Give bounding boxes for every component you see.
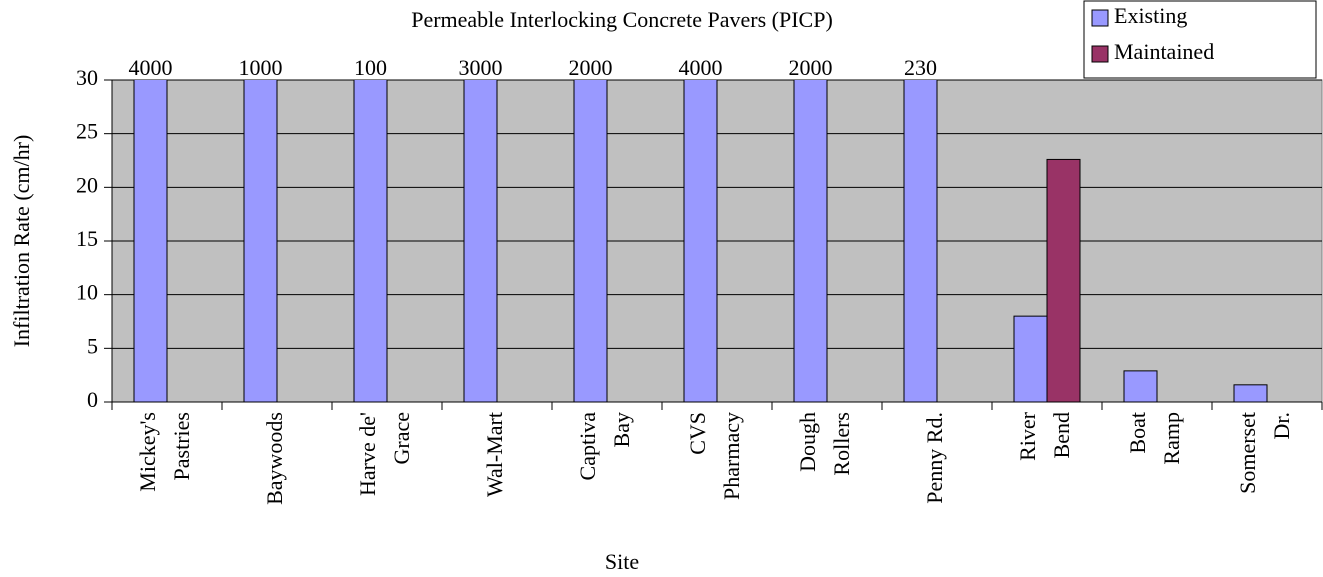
bar [243, 80, 278, 402]
y-tick-label: 15 [76, 226, 98, 251]
bar [1123, 370, 1158, 402]
x-tick-label: Dough Rollers [795, 412, 854, 476]
y-tick-label: 0 [87, 387, 98, 412]
y-tick-label: 25 [76, 119, 98, 144]
x-tick-label: Captiva Bay [575, 412, 634, 481]
x-tick-label-line: Captiva [575, 412, 600, 481]
x-tick-label-line: Harve de' [355, 412, 380, 496]
legend-label: Existing [1114, 3, 1187, 28]
bar [133, 80, 168, 402]
value-label: 230 [904, 55, 937, 80]
x-tick-label-line: River [1015, 411, 1040, 461]
bar [793, 80, 828, 402]
bar [463, 80, 498, 402]
y-tick-label: 5 [87, 333, 98, 358]
y-tick-label: 20 [76, 172, 98, 197]
x-tick-label: Somerset Dr. [1235, 412, 1294, 494]
bar [353, 80, 388, 402]
x-tick-label-line: Bay [609, 412, 634, 447]
value-label: 2000 [569, 55, 613, 80]
value-label: 4000 [129, 55, 173, 80]
bar [573, 80, 608, 402]
x-tick-label-line: CVS [685, 412, 710, 455]
x-tick-label-line: Dr. [1269, 412, 1294, 440]
x-tick-label: Penny Rd. [922, 412, 947, 504]
x-tick-label: Harve de' Grace [355, 412, 414, 496]
x-tick-label-line: Pastries [169, 412, 194, 480]
x-tick-label-line: Wal-Mart [482, 412, 507, 497]
x-tick-label: Mickey's Pastries [135, 412, 194, 492]
x-tick-label-line: Somerset [1235, 412, 1260, 494]
legend-swatch [1091, 45, 1109, 63]
value-label: 4000 [679, 55, 723, 80]
y-axis-label: Infiltration Rate (cm/hr) [9, 135, 34, 348]
bar [683, 80, 718, 402]
x-tick-label: Baywoods [262, 412, 287, 505]
x-tick-label-line: Baywoods [262, 412, 287, 505]
value-label: 2000 [789, 55, 833, 80]
x-tick-label: Wal-Mart [482, 412, 507, 497]
x-tick-label-line: Dough [795, 412, 820, 472]
bar [1046, 158, 1081, 402]
x-tick-label-line: Grace [389, 412, 414, 465]
bar [1233, 384, 1268, 402]
value-label: 3000 [459, 55, 503, 80]
legend-swatch [1091, 9, 1109, 27]
x-axis-label: Site [605, 549, 639, 574]
y-tick-label: 10 [76, 280, 98, 305]
value-label: 100 [354, 55, 387, 80]
chart-title: Permeable Interlocking Concrete Pavers (… [411, 7, 833, 32]
value-label: 1000 [239, 55, 283, 80]
x-tick-label-line: Ramp [1159, 412, 1184, 465]
legend [1083, 0, 1317, 79]
bar [1013, 315, 1048, 402]
x-tick-label: Boat Ramp [1125, 412, 1184, 465]
x-tick-label-line: Pharmacy [719, 412, 744, 500]
bar [903, 80, 938, 402]
x-tick-label-line: Boat [1125, 412, 1150, 454]
x-tick-label: CVS Pharmacy [685, 412, 744, 500]
x-tick-label: River Bend [1015, 411, 1074, 461]
x-tick-label-line: Bend [1049, 412, 1074, 458]
legend-label: Maintained [1114, 39, 1214, 64]
y-tick-label: 30 [76, 65, 98, 90]
x-tick-label-line: Penny Rd. [922, 412, 947, 504]
x-tick-label-line: Rollers [829, 412, 854, 476]
x-tick-label-line: Mickey's [135, 412, 160, 492]
